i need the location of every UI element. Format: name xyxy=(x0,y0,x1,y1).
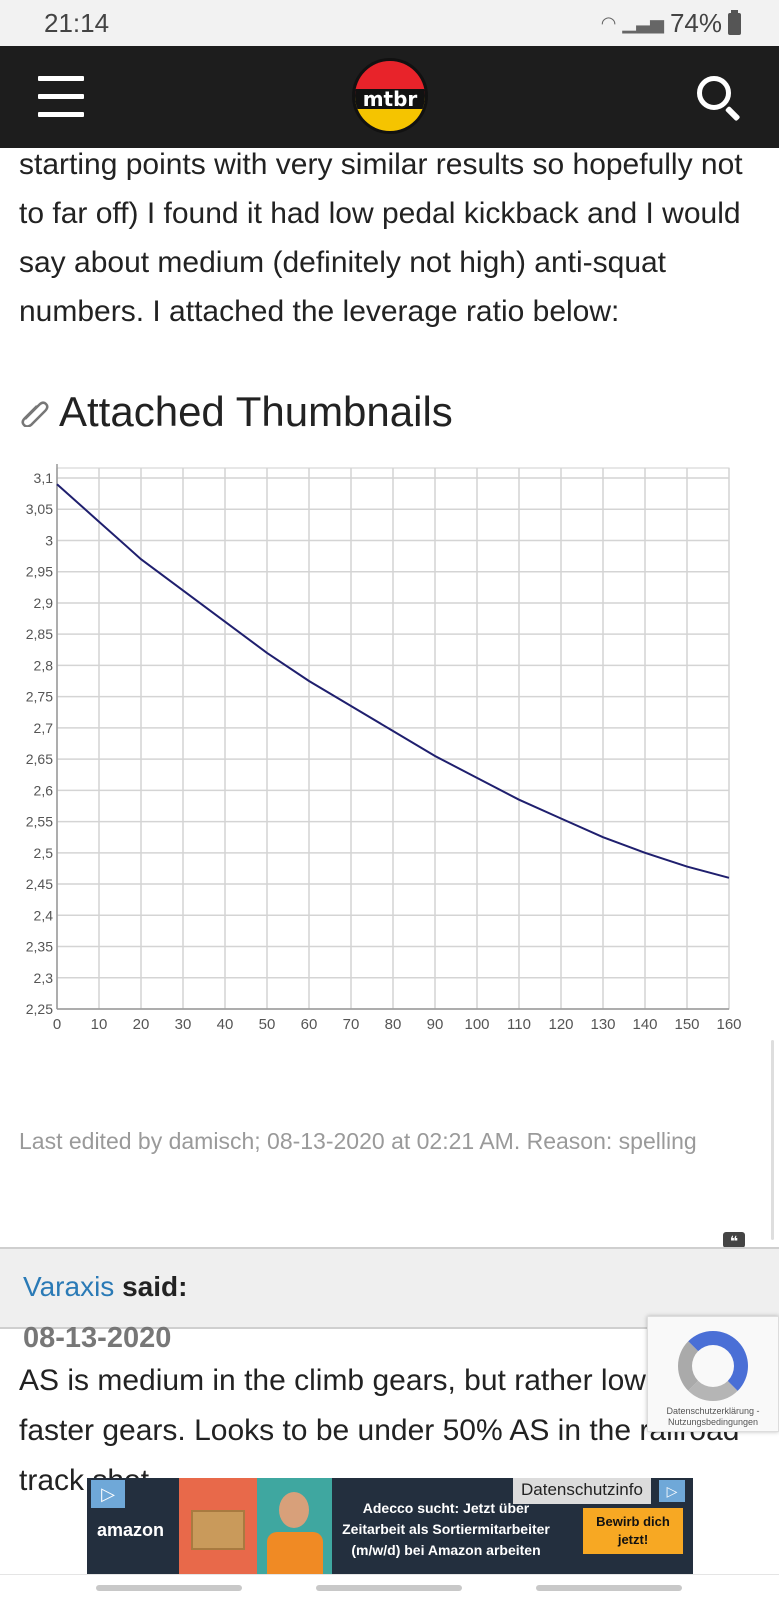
y-tick-label: 3,05 xyxy=(26,501,53,517)
quote-date: 08-13-2020 xyxy=(23,1322,172,1354)
x-tick-label: 50 xyxy=(259,1016,276,1033)
quote-attribution: Varaxis said: xyxy=(23,1271,187,1303)
x-tick-label: 30 xyxy=(175,1016,192,1033)
y-tick-label: 2,85 xyxy=(26,626,53,642)
x-tick-label: 160 xyxy=(716,1016,741,1033)
attachments-heading: Attached Thumbnails xyxy=(19,388,453,436)
site-header: mtbr xyxy=(0,46,779,148)
quote-icon[interactable]: ❝ xyxy=(723,1232,745,1249)
y-tick-label: 2,65 xyxy=(26,751,53,767)
ad-package-image xyxy=(179,1478,257,1574)
x-tick-label: 120 xyxy=(548,1016,573,1033)
paperclip-icon xyxy=(21,401,49,427)
nav-recents-button[interactable] xyxy=(96,1585,242,1591)
reply-body-text: AS is medium in the climb gears, but rat… xyxy=(19,1364,739,1497)
x-tick-label: 70 xyxy=(343,1016,360,1033)
attachments-heading-label: Attached Thumbnails xyxy=(59,388,453,435)
recaptcha-badge[interactable]: Datenschutzerklärung - Nutzungsbedingung… xyxy=(647,1316,779,1432)
nav-home-button[interactable] xyxy=(316,1585,462,1591)
x-tick-label: 40 xyxy=(217,1016,234,1033)
recaptcha-icon xyxy=(678,1331,748,1401)
x-tick-label: 130 xyxy=(590,1016,615,1033)
leverage-ratio-line xyxy=(56,483,730,879)
y-tick-label: 3,1 xyxy=(34,470,54,486)
status-icons: ◠ ▁▃▅ 74% xyxy=(601,8,741,39)
x-tick-label: 0 xyxy=(53,1016,61,1033)
ad-copy-text: Adecco sucht: Jetzt über Zeitarbeit als … xyxy=(342,1500,550,1558)
quote-said-label: said: xyxy=(122,1271,188,1302)
x-tick-label: 100 xyxy=(464,1016,489,1033)
y-tick-label: 2,7 xyxy=(34,720,54,736)
last-edited-note: Last edited by damisch; 08-13-2020 at 02… xyxy=(19,1128,697,1154)
page-scrollbar[interactable] xyxy=(771,1040,774,1240)
y-tick-label: 2,5 xyxy=(34,845,54,861)
y-tick-label: 2,3 xyxy=(34,970,54,986)
y-tick-label: 2,8 xyxy=(34,657,54,673)
battery-icon xyxy=(728,9,741,35)
status-time: 21:14 xyxy=(44,8,110,38)
ad-choices-icon[interactable]: ▷ xyxy=(91,1480,125,1508)
y-tick-label: 2,9 xyxy=(34,595,54,611)
y-tick-label: 2,6 xyxy=(34,782,54,798)
quote-header: Varaxis said: xyxy=(0,1247,779,1329)
ad-brand: amazon xyxy=(97,1520,165,1540)
x-tick-label: 140 xyxy=(632,1016,657,1033)
hamburger-icon[interactable] xyxy=(38,76,84,118)
ad-banner[interactable]: ▷ amazon Datenschutzinfo ▷ Adecco sucht:… xyxy=(87,1478,693,1574)
ad-info-arrow-icon[interactable]: ▷ xyxy=(659,1480,685,1502)
search-icon[interactable] xyxy=(697,76,743,122)
signal-icon: ▁▃▅ xyxy=(622,13,664,33)
logo-text: mtbr xyxy=(362,87,418,111)
x-tick-label: 150 xyxy=(674,1016,699,1033)
x-tick-label: 60 xyxy=(301,1016,318,1033)
ad-info-label[interactable]: Datenschutzinfo xyxy=(513,1478,651,1504)
post-body-text: starting points with very similar result… xyxy=(19,148,743,328)
quote-username-link[interactable]: Varaxis xyxy=(23,1271,115,1302)
x-tick-label: 10 xyxy=(91,1016,108,1033)
x-tick-label: 90 xyxy=(427,1016,444,1033)
status-bar: 21:14 ◠ ▁▃▅ 74% xyxy=(0,0,779,46)
recaptcha-links[interactable]: Datenschutzerklärung - Nutzungsbedingung… xyxy=(666,1406,760,1427)
y-tick-label: 2,35 xyxy=(26,939,53,955)
nav-back-button[interactable] xyxy=(536,1585,682,1591)
x-tick-label: 80 xyxy=(385,1016,402,1033)
x-tick-label: 20 xyxy=(133,1016,150,1033)
battery-percent: 74% xyxy=(669,8,722,38)
y-tick-label: 3 xyxy=(45,532,53,548)
y-tick-label: 2,95 xyxy=(26,564,53,580)
leverage-ratio-chart[interactable]: 2,25 2,3 2,35 2,4 2,45 2,5 2,55 2,6 2,65 2,7 2,75 2… xyxy=(0,456,779,1046)
y-tick-label: 2,25 xyxy=(26,1001,53,1017)
system-nav-bar xyxy=(0,1574,779,1600)
ad-cta-button[interactable]: Bewirb dich jetzt! xyxy=(583,1508,683,1554)
wifi-icon: ◠ xyxy=(600,13,617,33)
mtbr-logo[interactable]: mtbr xyxy=(352,58,428,134)
y-tick-label: 2,55 xyxy=(26,814,53,830)
y-tick-label: 2,45 xyxy=(26,876,53,892)
y-tick-label: 2,4 xyxy=(34,907,54,923)
ad-person-image xyxy=(257,1478,332,1574)
y-tick-label: 2,75 xyxy=(26,689,53,705)
x-tick-label: 110 xyxy=(507,1016,531,1033)
